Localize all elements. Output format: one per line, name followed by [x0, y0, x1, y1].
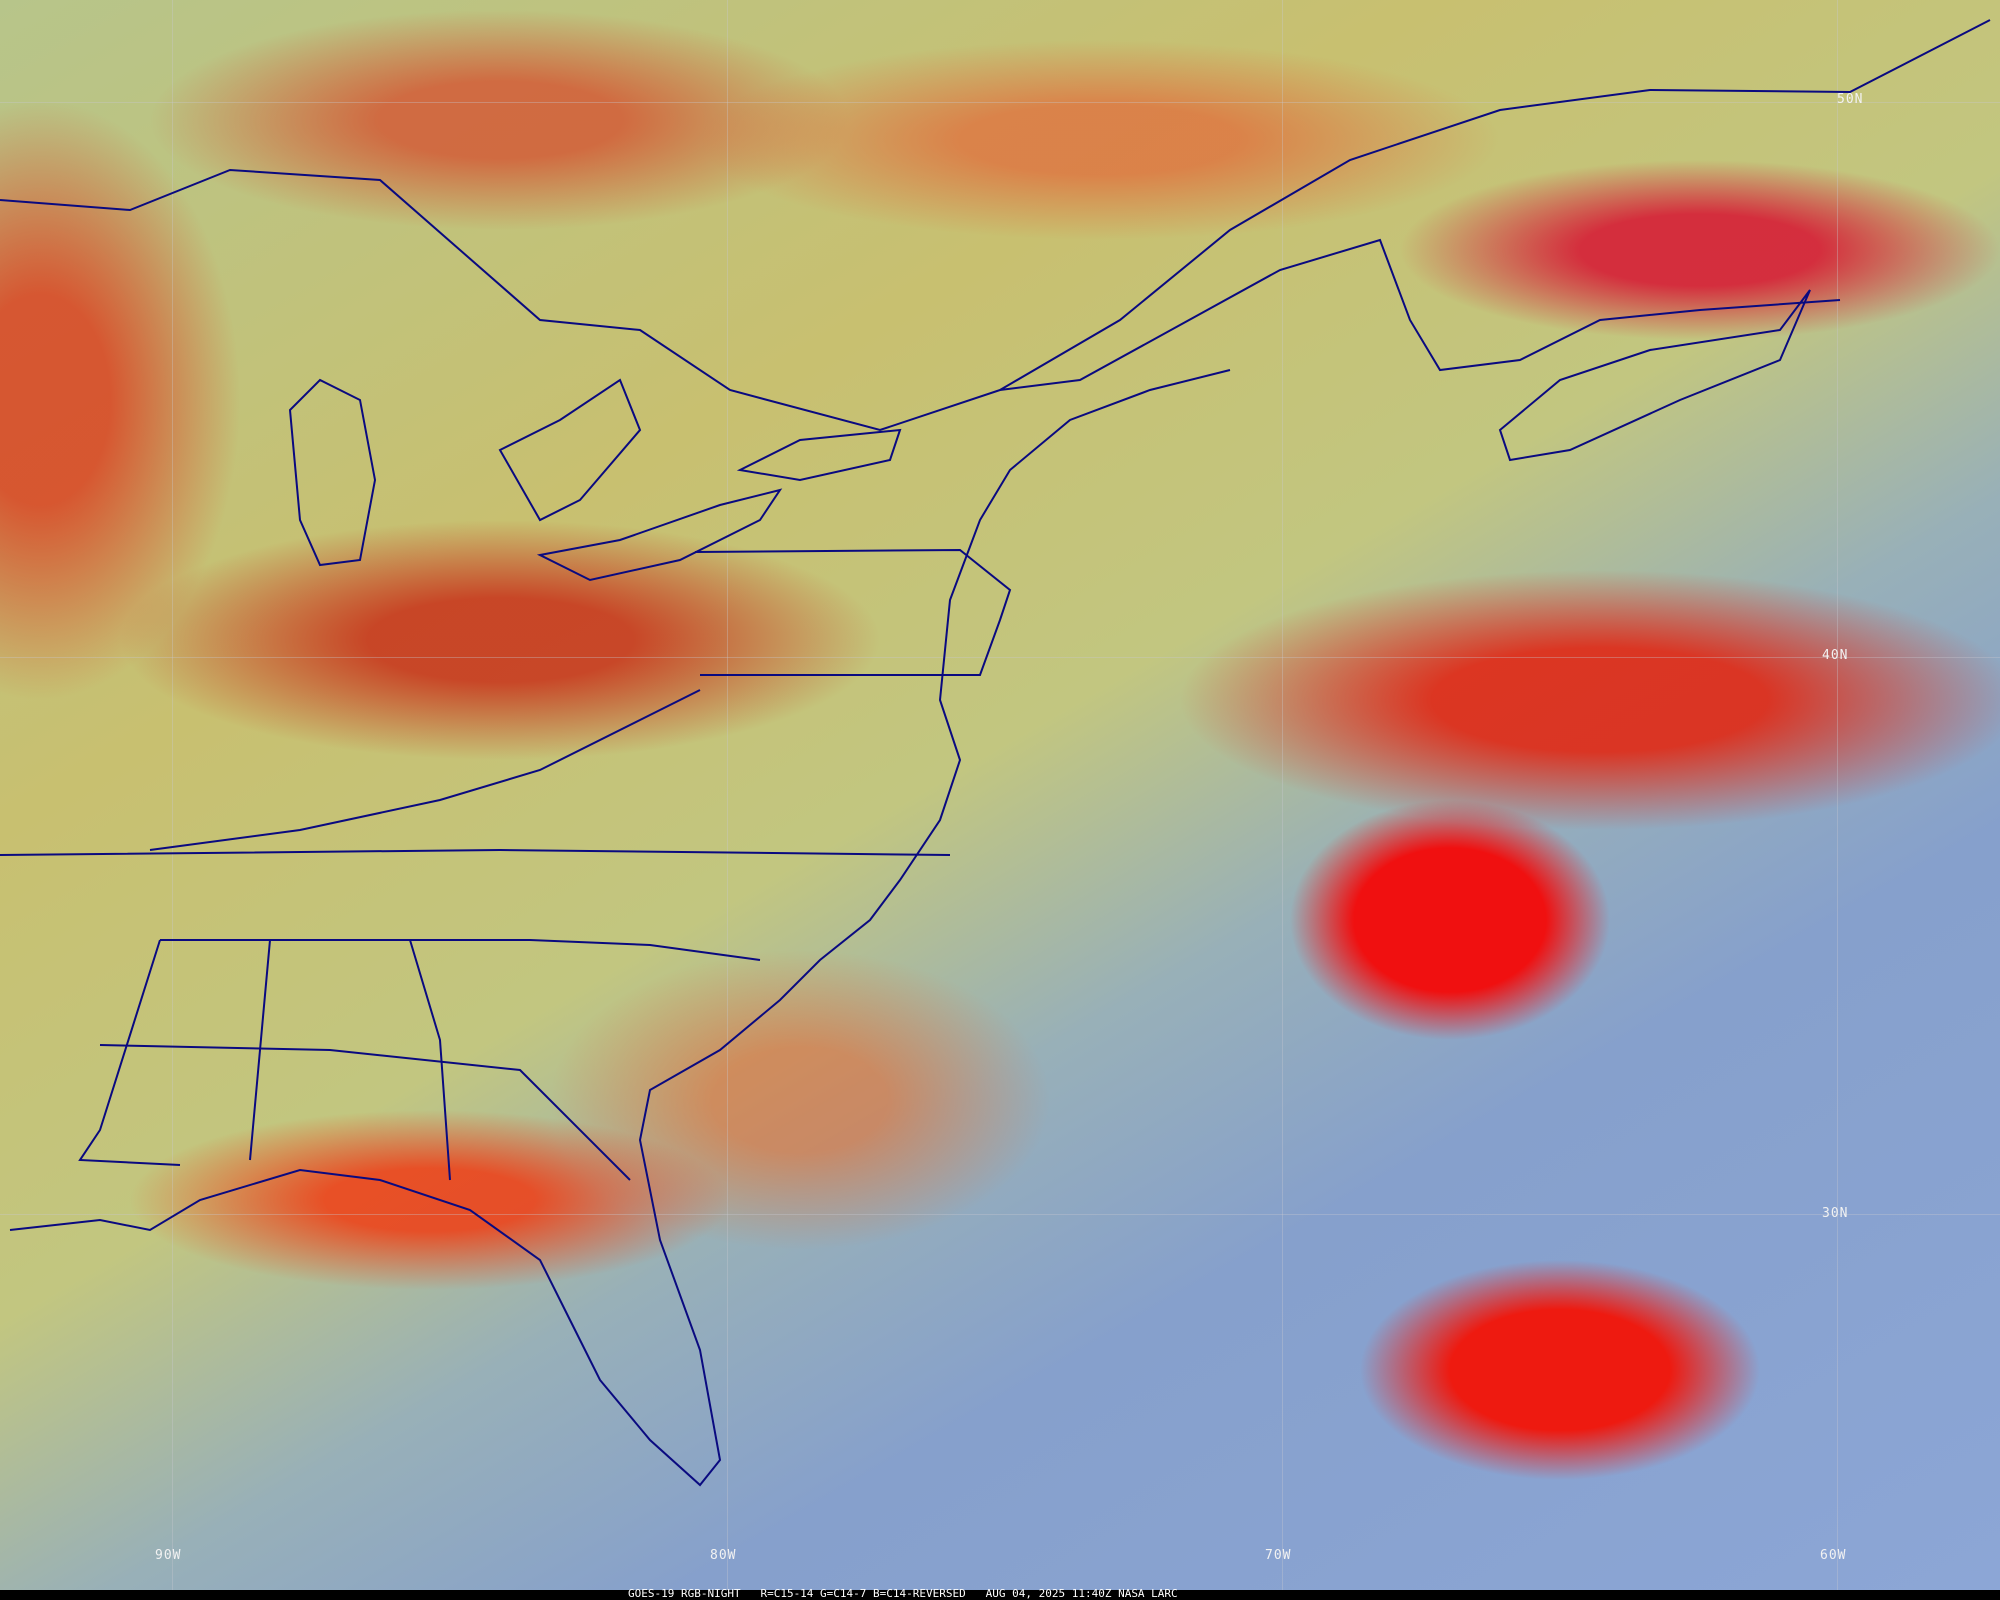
meridian-60w: [1837, 0, 1838, 1590]
lake-ontario: [736, 428, 902, 482]
caption-bar: GOES-19 RGB-NIGHT R=C15-14 G=C14-7 B=C14…: [0, 1587, 2000, 1600]
lon-label-60w: 60W: [1820, 1548, 1847, 1563]
st-lawrence: [999, 19, 1991, 391]
lake-michigan: [288, 378, 377, 567]
parallel-40n: [0, 657, 2000, 658]
state-line-ohio-river: [149, 689, 701, 851]
state-line-pa: [694, 548, 1012, 676]
lake-huron: [498, 378, 642, 522]
lake-erie: [536, 488, 783, 582]
state-line-tn-nc: [0, 848, 951, 856]
state-line-south: [160, 939, 761, 961]
meridian-80w: [727, 0, 728, 1590]
lon-label-70w: 70W: [1265, 1548, 1292, 1563]
lat-label-30n: 30N: [1822, 1206, 1849, 1221]
meridian-90w: [172, 0, 173, 1590]
lat-label-50n: 50N: [1837, 92, 1864, 107]
coastline-east: [9, 369, 1231, 1487]
state-line-gulf: [99, 1044, 631, 1181]
lon-label-90w: 90W: [155, 1548, 182, 1563]
us-canada-border: [0, 168, 1841, 432]
lat-label-40n: 40N: [1822, 648, 1849, 663]
nova-scotia: [1498, 289, 1811, 462]
parallel-50n: [0, 102, 2000, 103]
parallel-30n: [0, 1214, 2000, 1215]
meridian-70w: [1282, 0, 1283, 1590]
lon-label-80w: 80W: [710, 1548, 737, 1563]
state-line-ms: [78, 939, 181, 1166]
state-line-al-ga: [249, 939, 451, 1181]
caption-text: GOES-19 RGB-NIGHT R=C15-14 G=C14-7 B=C14…: [628, 1587, 1178, 1600]
